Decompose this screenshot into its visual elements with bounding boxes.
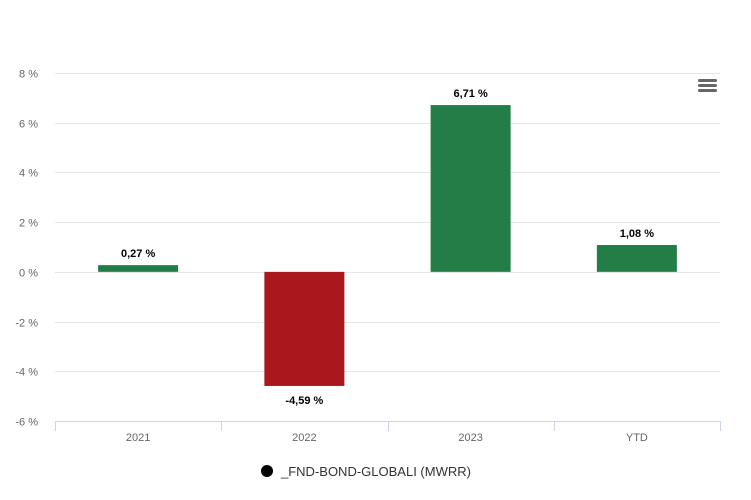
bars [98,105,677,386]
x-tick-label: 2021 [126,432,150,444]
data-label: -4,59 % [285,395,323,407]
data-labels: 0,27 % -4,59 % 6,71 % 1,08 % [121,88,654,407]
x-tick-label: 2023 [458,432,482,444]
y-tick-label: -2 % [15,318,38,330]
y-tick-label: 4 % [19,168,38,180]
y-tick-label: 8 % [19,69,38,81]
bar-2022[interactable] [264,272,344,386]
x-axis: 2021 2022 2023 YTD [55,421,721,444]
bar-ytd[interactable] [597,245,677,272]
y-tick-label: -4 % [15,367,38,379]
bar-2021[interactable] [98,265,178,272]
legend-marker [261,465,273,477]
y-tick-label: 6 % [19,119,38,131]
data-label: 0,27 % [121,248,155,260]
y-tick-label: -6 % [15,417,38,429]
x-tick-label: 2022 [292,432,316,444]
data-label: 1,08 % [620,228,654,240]
hamburger-menu-icon[interactable] [696,74,720,96]
y-tick-label: 0 % [19,268,38,280]
y-axis-ticks: 8 % 6 % 4 % 2 % 0 % -2 % -4 % -6 % [15,69,38,429]
bar-2023[interactable] [431,105,511,272]
legend-label[interactable]: _FND-BOND-GLOBALI (MWRR) [280,464,471,479]
x-tick-label: YTD [626,432,648,444]
data-label: 6,71 % [454,88,488,100]
legend[interactable]: _FND-BOND-GLOBALI (MWRR) [261,464,471,479]
y-tick-label: 2 % [19,218,38,230]
